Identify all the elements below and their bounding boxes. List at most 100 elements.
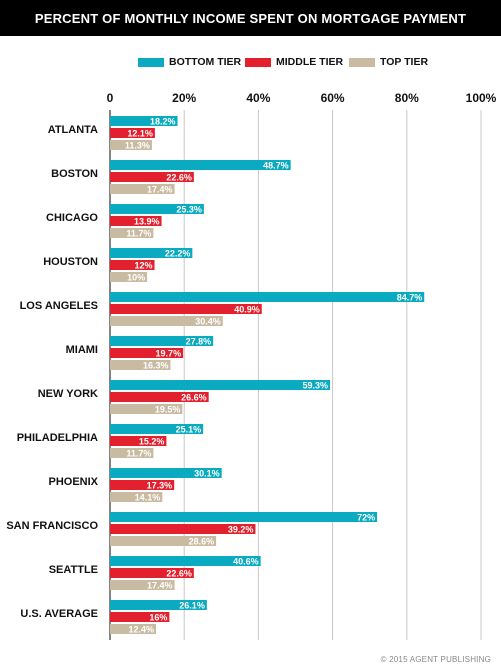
bar <box>110 128 155 138</box>
data-label: 13.9% <box>134 217 160 227</box>
legend-swatch-bottom-tier <box>138 57 164 67</box>
bar <box>110 612 170 622</box>
bar <box>110 556 261 566</box>
data-label: 16.3% <box>143 361 169 371</box>
bar <box>110 392 209 402</box>
bar <box>110 436 167 446</box>
data-label: 14.1% <box>135 493 161 503</box>
bar <box>110 228 154 238</box>
x-tick-label: 0 <box>107 91 114 105</box>
category-label: HOUSTON <box>43 256 98 268</box>
data-label: 11.7% <box>126 229 151 239</box>
category-label: NEW YORK <box>38 388 98 400</box>
x-tick-label: 60% <box>321 91 345 105</box>
bar <box>110 512 378 522</box>
category-label: CHICAGO <box>46 212 98 224</box>
bar <box>110 160 291 170</box>
data-label: 11.7% <box>126 449 151 459</box>
data-label: 22.2% <box>165 249 191 259</box>
bar <box>110 336 214 346</box>
bar <box>110 600 207 610</box>
copyright-footer: © 2015 AGENT PUBLISHING <box>380 655 491 664</box>
chart-title: PERCENT OF MONTHLY INCOME SPENT ON MORTG… <box>0 0 501 36</box>
bar <box>110 140 152 150</box>
data-label: 30.1% <box>194 469 220 479</box>
data-label: 30.4% <box>195 317 221 327</box>
bar <box>110 360 171 370</box>
data-label: 26.1% <box>179 601 205 611</box>
bar <box>110 492 163 502</box>
data-label: 15.2% <box>139 437 165 447</box>
legend-label-middle-tier: MIDDLE TIER <box>276 56 344 68</box>
x-tick-label: 40% <box>246 91 270 105</box>
category-label: MIAMI <box>66 344 98 356</box>
bar <box>110 260 155 270</box>
category-label: BOSTON <box>51 168 98 180</box>
bar <box>110 524 256 534</box>
bar <box>110 580 175 590</box>
data-label: 12% <box>135 261 153 271</box>
category-label: ATLANTA <box>48 124 98 136</box>
data-label: 22.6% <box>166 173 192 183</box>
bar <box>110 292 425 302</box>
bar <box>110 404 183 414</box>
data-label: 28.6% <box>189 537 215 547</box>
data-label: 27.8% <box>186 337 212 347</box>
data-label: 17.3% <box>147 481 173 491</box>
data-label: 39.2% <box>228 525 254 535</box>
data-label: 72% <box>357 513 375 523</box>
legend-label-bottom-tier: BOTTOM TIER <box>169 56 242 68</box>
bar <box>110 624 157 634</box>
bar <box>110 348 184 358</box>
data-label: 19.5% <box>155 405 181 415</box>
bar <box>110 172 194 182</box>
bar <box>110 316 223 326</box>
data-label: 26.6% <box>181 393 207 403</box>
legend-swatch-top-tier <box>349 57 375 67</box>
data-label: 22.6% <box>166 569 192 579</box>
data-label: 84.7% <box>397 293 423 303</box>
bar <box>110 480 175 490</box>
bar <box>110 448 154 458</box>
bar <box>110 272 148 282</box>
data-label: 25.1% <box>176 425 202 435</box>
legend-item-top-tier: TOP TIER <box>349 54 428 70</box>
bar <box>110 216 162 226</box>
x-tick-label: 100% <box>466 91 497 105</box>
category-label: PHOENIX <box>48 476 98 488</box>
data-label: 11.3% <box>125 141 150 151</box>
legend-item-bottom-tier: BOTTOM TIER <box>138 54 241 70</box>
data-label: 17.4% <box>147 185 173 195</box>
data-label: 40.6% <box>233 557 259 567</box>
data-label: 19.7% <box>156 349 182 359</box>
data-label: 59.3% <box>302 381 328 391</box>
bar <box>110 568 194 578</box>
category-label: SAN FRANCISCO <box>6 520 98 532</box>
category-label: U.S. AVERAGE <box>20 608 98 620</box>
bar <box>110 204 204 214</box>
bar <box>110 536 217 546</box>
legend-swatch-middle-tier <box>245 57 271 67</box>
bar <box>110 468 222 478</box>
data-label: 18.2% <box>150 117 176 127</box>
bar <box>110 248 193 258</box>
bar <box>110 304 262 314</box>
legend-item-middle-tier: MIDDLE TIER <box>245 54 343 70</box>
data-label: 16% <box>149 613 167 623</box>
legend: BOTTOM TIER MIDDLE TIER TOP TIER <box>0 54 501 70</box>
x-tick-label: 80% <box>395 91 419 105</box>
category-label: LOS ANGELES <box>20 300 98 312</box>
category-label: SEATTLE <box>49 564 98 576</box>
data-label: 25.3% <box>176 205 202 215</box>
bar <box>110 424 204 434</box>
x-tick-label: 20% <box>172 91 196 105</box>
data-label: 17.4% <box>147 581 173 591</box>
bar <box>110 116 178 126</box>
data-label: 12.4% <box>128 625 154 635</box>
data-label: 12.1% <box>127 129 153 139</box>
bar <box>110 184 175 194</box>
category-label: PHILADELPHIA <box>17 432 98 444</box>
bar <box>110 380 331 390</box>
data-label: 40.9% <box>234 305 260 315</box>
